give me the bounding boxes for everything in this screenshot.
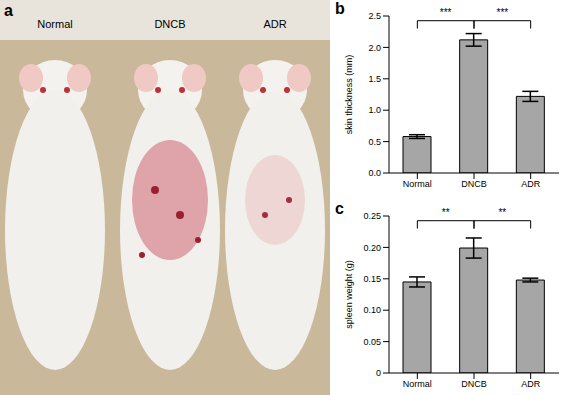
svg-text:skin thickness (mm): skin thickness (mm) [344, 55, 354, 135]
svg-text:0.05: 0.05 [363, 337, 381, 347]
svg-text:DNCB: DNCB [461, 179, 487, 189]
svg-text:2.5: 2.5 [368, 11, 381, 21]
svg-text:**: ** [498, 207, 506, 218]
svg-text:ADR: ADR [263, 18, 286, 30]
svg-text:0.25: 0.25 [363, 211, 381, 221]
svg-text:0.0: 0.0 [368, 168, 381, 178]
svg-text:ADR: ADR [521, 379, 541, 389]
svg-text:Normal: Normal [403, 379, 432, 389]
svg-text:2.0: 2.0 [368, 43, 381, 53]
svg-text:0.15: 0.15 [363, 274, 381, 284]
svg-text:***: *** [440, 7, 452, 18]
svg-text:0.5: 0.5 [368, 137, 381, 147]
svg-text:Normal: Normal [37, 18, 72, 30]
svg-text:DNCB: DNCB [461, 379, 487, 389]
html-text:c: c [335, 200, 344, 217]
html-text:b: b [335, 0, 345, 17]
svg-text:***: *** [496, 7, 508, 18]
svg-text:0.20: 0.20 [363, 243, 381, 253]
svg-text:a: a [4, 2, 13, 19]
svg-text:Normal: Normal [403, 179, 432, 189]
svg-text:spleen weight (g): spleen weight (g) [344, 260, 354, 329]
svg-text:DNCB: DNCB [154, 18, 185, 30]
svg-text:1.0: 1.0 [368, 105, 381, 115]
svg-text:0.10: 0.10 [363, 305, 381, 315]
svg-text:1.5: 1.5 [368, 74, 381, 84]
svg-text:0: 0 [376, 368, 381, 378]
svg-text:ADR: ADR [521, 179, 541, 189]
svg-text:**: ** [442, 207, 450, 218]
